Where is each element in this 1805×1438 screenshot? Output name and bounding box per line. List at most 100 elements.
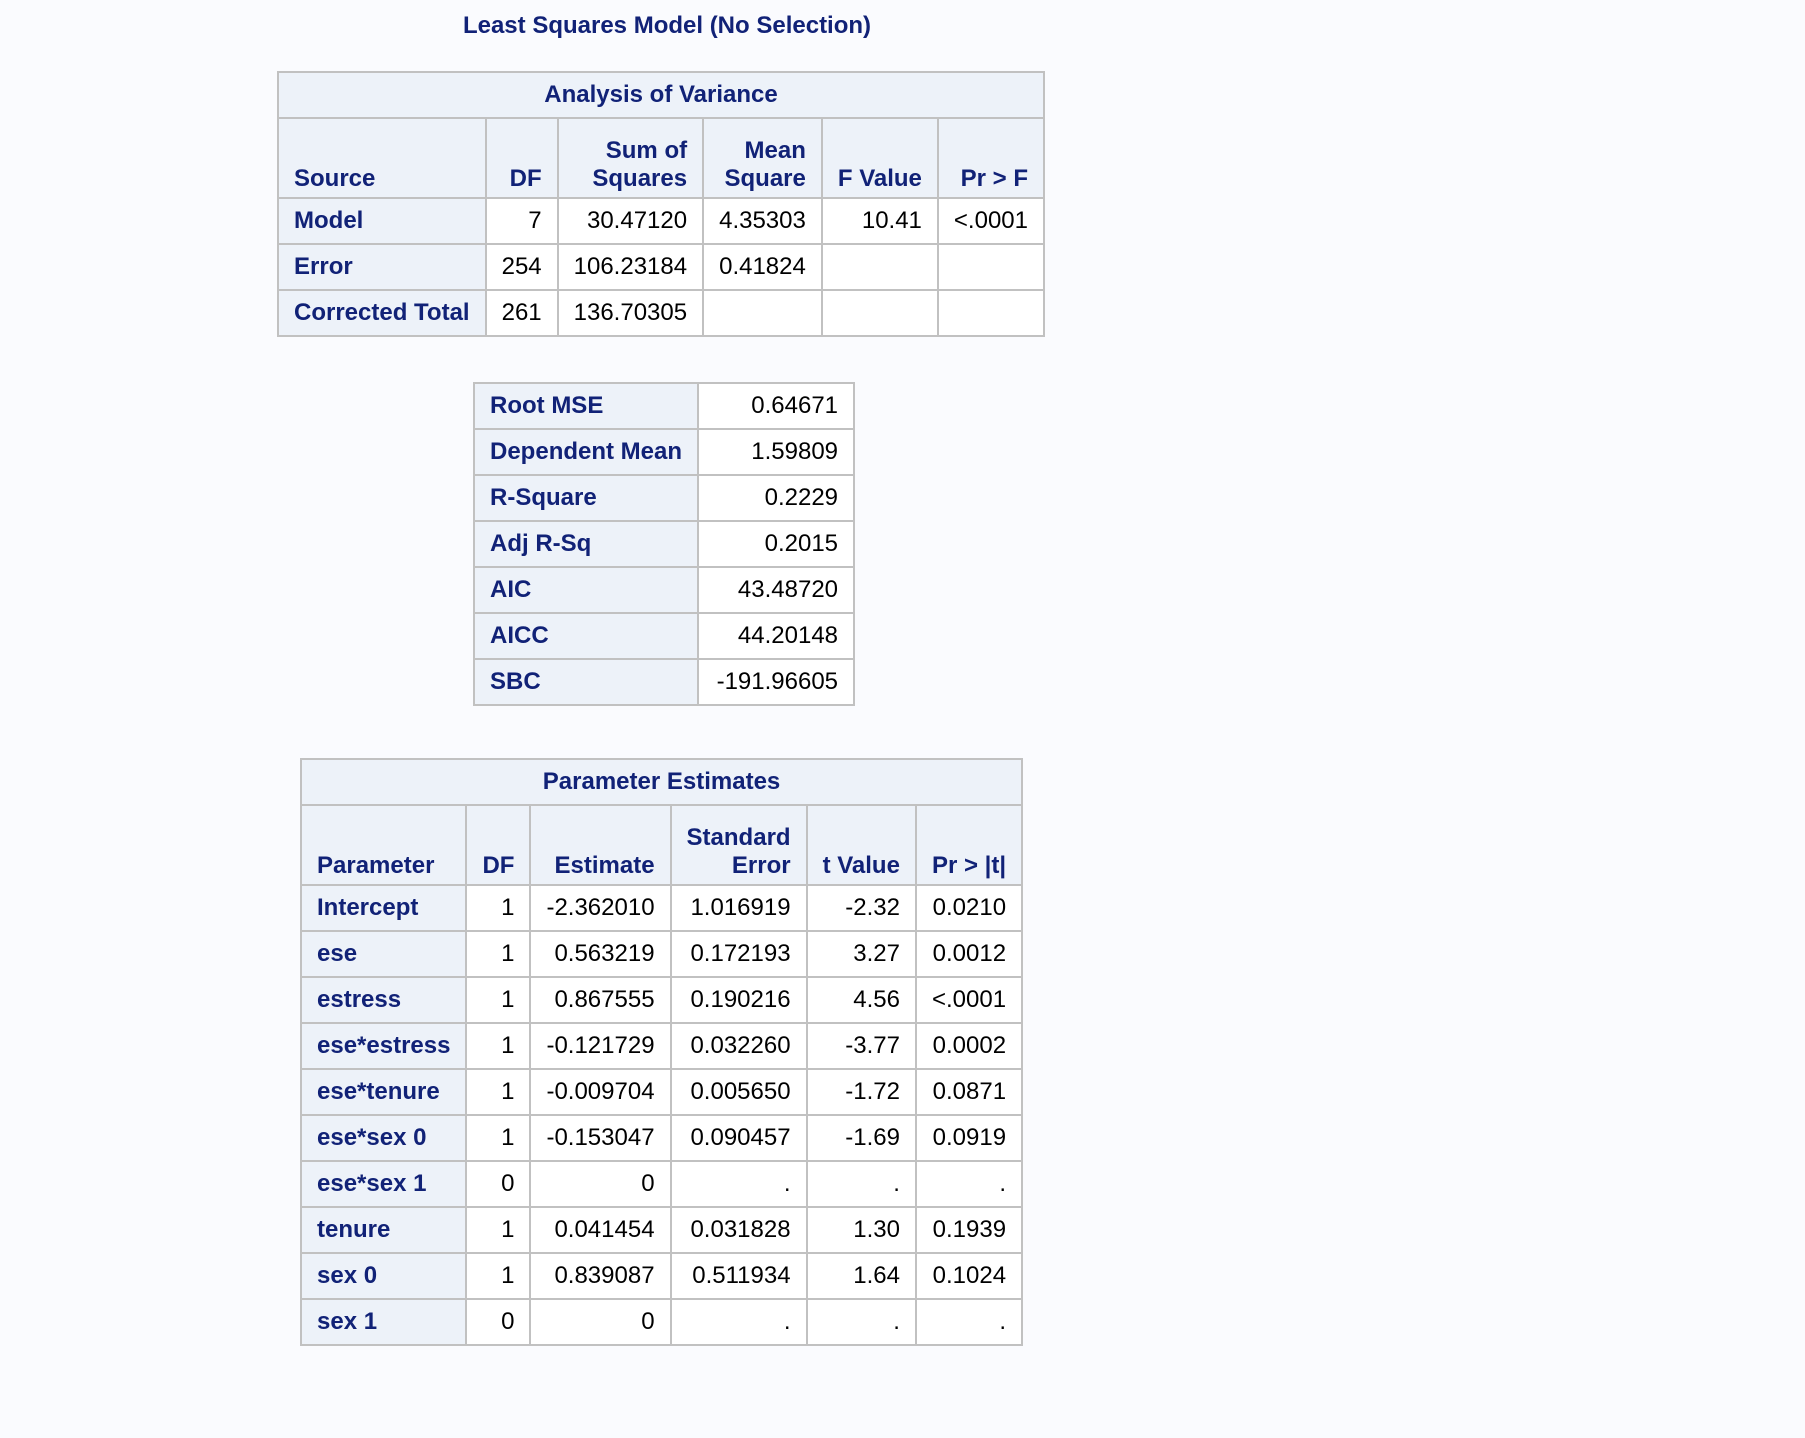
param-df: 1 — [465, 1022, 532, 1070]
fit-value: 44.20148 — [697, 612, 856, 660]
fit-label: Adj R-Sq — [472, 520, 700, 568]
anova-source: Model — [277, 197, 487, 245]
param-se: 1.016919 — [669, 884, 808, 932]
anova-table: Analysis of Variance Source DF Sum of Squ… — [277, 71, 1045, 337]
anova-df: 254 — [484, 243, 559, 291]
param-estimate: -2.362010 — [529, 884, 672, 932]
param-se: 0.172193 — [669, 930, 808, 978]
param-p: 0.0012 — [914, 930, 1024, 978]
param-name: ese*estress — [299, 1022, 468, 1070]
anova-header-ss-line2: Squares — [592, 165, 688, 192]
anova-caption: Analysis of Variance — [277, 71, 1045, 119]
param-name: ese*sex 0 — [299, 1114, 468, 1162]
table-row: AIC 43.48720 — [472, 566, 856, 614]
table-row: Corrected Total 261 136.70305 — [277, 289, 1045, 337]
fit-label: SBC — [472, 658, 700, 706]
table-row: ese 1 0.563219 0.172193 3.27 0.0012 — [299, 930, 1024, 978]
table-row: Dependent Mean 1.59809 — [472, 428, 856, 476]
anova-ss: 30.47120 — [556, 197, 705, 245]
fit-statistics-table: Root MSE 0.64671 Dependent Mean 1.59809 … — [472, 382, 856, 706]
anova-header-p: Pr > F — [936, 117, 1045, 199]
table-row: ese*tenure 1 -0.009704 0.005650 -1.72 0.… — [299, 1068, 1024, 1116]
anova-f — [820, 243, 939, 291]
anova-header-df: DF — [484, 117, 559, 199]
param-p: 0.0919 — [914, 1114, 1024, 1162]
anova-source: Error — [277, 243, 487, 291]
param-estimate: -0.009704 — [529, 1068, 672, 1116]
param-t: 1.64 — [805, 1252, 917, 1300]
anova-p: <.0001 — [936, 197, 1045, 245]
fit-label: Dependent Mean — [472, 428, 700, 476]
table-row: AICC 44.20148 — [472, 612, 856, 660]
table-row: estress 1 0.867555 0.190216 4.56 <.0001 — [299, 976, 1024, 1024]
params-header-se-line2: Error — [731, 852, 791, 879]
anova-ss: 136.70305 — [556, 289, 705, 337]
table-row: Model 7 30.47120 4.35303 10.41 <.0001 — [277, 197, 1045, 245]
param-df: 1 — [465, 884, 532, 932]
param-se: . — [669, 1298, 808, 1346]
anova-p — [936, 289, 1045, 337]
anova-header-source: Source — [277, 117, 487, 199]
param-p: . — [914, 1298, 1024, 1346]
anova-source: Corrected Total — [277, 289, 487, 337]
param-df: 1 — [465, 1206, 532, 1254]
param-name: estress — [299, 976, 468, 1024]
table-row: Error 254 106.23184 0.41824 — [277, 243, 1045, 291]
param-name: sex 0 — [299, 1252, 468, 1300]
table-row: Root MSE 0.64671 — [472, 382, 856, 430]
anova-header-ms-line1: Mean — [744, 137, 806, 164]
table-row: R-Square 0.2229 — [472, 474, 856, 522]
anova-ms — [702, 289, 823, 337]
param-estimate: -0.153047 — [529, 1114, 672, 1162]
param-se: 0.511934 — [669, 1252, 808, 1300]
fit-value: 0.64671 — [697, 382, 856, 430]
params-caption: Parameter Estimates — [299, 758, 1024, 806]
param-se: 0.190216 — [669, 976, 808, 1024]
table-row: sex 1 0 0 . . . — [299, 1298, 1024, 1346]
param-se: 0.032260 — [669, 1022, 808, 1070]
param-name: sex 1 — [299, 1298, 468, 1346]
param-df: 1 — [465, 1114, 532, 1162]
param-name: ese*sex 1 — [299, 1160, 468, 1208]
param-t: -3.77 — [805, 1022, 917, 1070]
param-se: 0.031828 — [669, 1206, 808, 1254]
fit-label: R-Square — [472, 474, 700, 522]
param-p: 0.0002 — [914, 1022, 1024, 1070]
anova-df: 261 — [484, 289, 559, 337]
param-p: 0.0871 — [914, 1068, 1024, 1116]
param-estimate: 0.563219 — [529, 930, 672, 978]
table-row: sex 0 1 0.839087 0.511934 1.64 0.1024 — [299, 1252, 1024, 1300]
params-header-se: Standard Error — [669, 804, 808, 886]
param-t: 4.56 — [805, 976, 917, 1024]
param-name: tenure — [299, 1206, 468, 1254]
param-t: . — [805, 1298, 917, 1346]
param-df: 1 — [465, 976, 532, 1024]
param-t: -1.72 — [805, 1068, 917, 1116]
fit-value: 1.59809 — [697, 428, 856, 476]
param-name: Intercept — [299, 884, 468, 932]
param-df: 1 — [465, 930, 532, 978]
page-title: Least Squares Model (No Selection) — [462, 12, 872, 39]
anova-p — [936, 243, 1045, 291]
params-header-t: t Value — [805, 804, 917, 886]
param-estimate: -0.121729 — [529, 1022, 672, 1070]
param-se: 0.090457 — [669, 1114, 808, 1162]
param-name: ese*tenure — [299, 1068, 468, 1116]
param-p: 0.1939 — [914, 1206, 1024, 1254]
param-name: ese — [299, 930, 468, 978]
param-df: 0 — [465, 1160, 532, 1208]
param-p: 0.0210 — [914, 884, 1024, 932]
param-p: 0.1024 — [914, 1252, 1024, 1300]
param-df: 1 — [465, 1252, 532, 1300]
param-df: 0 — [465, 1298, 532, 1346]
fit-value: 0.2229 — [697, 474, 856, 522]
param-t: 3.27 — [805, 930, 917, 978]
fit-label: AIC — [472, 566, 700, 614]
param-df: 1 — [465, 1068, 532, 1116]
param-estimate: 0.041454 — [529, 1206, 672, 1254]
table-row: ese*sex 0 1 -0.153047 0.090457 -1.69 0.0… — [299, 1114, 1024, 1162]
anova-df: 7 — [484, 197, 559, 245]
table-row: ese*sex 1 0 0 . . . — [299, 1160, 1024, 1208]
anova-ss: 106.23184 — [556, 243, 705, 291]
fit-value: -191.96605 — [697, 658, 856, 706]
